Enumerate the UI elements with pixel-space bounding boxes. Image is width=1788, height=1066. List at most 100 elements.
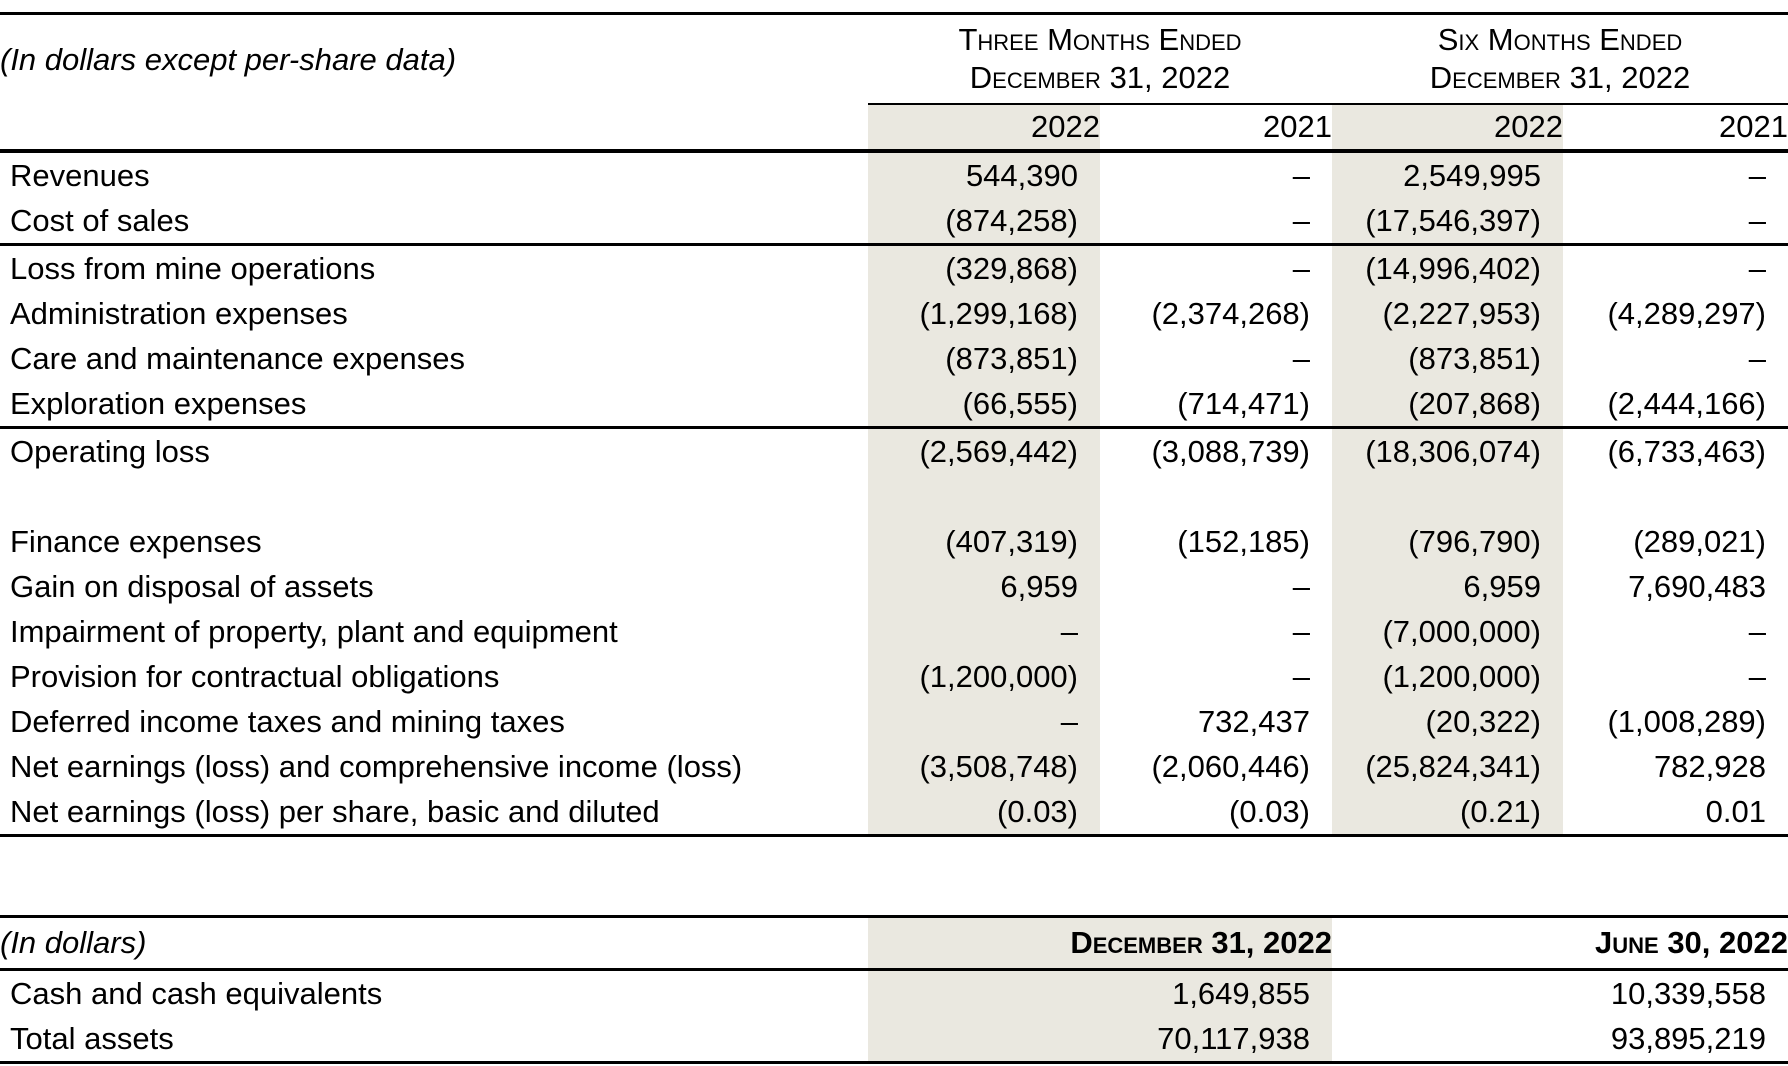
value-cell: –: [1748, 340, 1766, 376]
value-cell: (289,021): [1633, 523, 1766, 559]
value-cell: (2,227,953): [1332, 291, 1563, 336]
table-row-spacer: [0, 474, 1788, 519]
table-row-loss-from-mine-operations: Loss from mine operations (329,868) – (1…: [0, 244, 1788, 291]
row-label: Impairment of property, plant and equipm…: [10, 613, 618, 649]
value-cell: –: [1292, 340, 1310, 376]
value-cell: –: [1292, 157, 1310, 193]
row-label: Care and maintenance expenses: [10, 340, 465, 376]
value-cell: –: [1292, 613, 1310, 649]
value-cell: –: [1748, 613, 1766, 649]
table-row-administration-expenses: Administration expenses (1,299,168) (2,3…: [0, 291, 1788, 336]
table-row-total-assets: Total assets 70,117,938 93,895,219: [0, 1016, 1788, 1064]
row-label: Total assets: [0, 1016, 868, 1064]
value-cell: –: [1292, 658, 1310, 694]
value-cell: 544,390: [868, 151, 1100, 198]
value-cell: (207,868): [1332, 381, 1563, 429]
value-cell: (2,444,166): [1563, 381, 1788, 429]
table-row-eps: Net earnings (loss) per share, basic and…: [0, 789, 1788, 837]
balance-header-dec: December 31, 2022: [868, 916, 1332, 971]
value-cell: –: [1100, 198, 1332, 246]
value-cell: –: [1292, 568, 1310, 604]
value-cell: (2,060,446): [1151, 748, 1310, 784]
row-label: [0, 474, 868, 519]
table-row-net-earnings: Net earnings (loss) and comprehensive in…: [0, 744, 1788, 789]
value-cell: (873,851): [1332, 336, 1563, 381]
value-cell: –: [1563, 198, 1788, 246]
value-cell: (329,868): [868, 244, 1100, 291]
value-cell: –: [1748, 157, 1766, 193]
value-cell: (0.03): [868, 789, 1100, 837]
year-header-2022-h: 2022: [1332, 104, 1563, 153]
row-label: Net earnings (loss) per share, basic and…: [0, 789, 868, 837]
value-cell: (2,374,268): [1151, 295, 1310, 331]
value-cell: (66,555): [868, 381, 1100, 429]
table-row-revenues: Revenues 544,390 – 2,549,995 –: [0, 151, 1788, 198]
balance-unit-note: (In dollars): [0, 916, 868, 971]
table-row-cost-of-sales: Cost of sales (874,258) – (17,546,397) –: [0, 198, 1788, 246]
six-months-header: Six Months Ended December 31, 2022: [1332, 13, 1788, 105]
value-cell: (0.03): [1100, 789, 1332, 837]
table-row-exploration-expenses: Exploration expenses (66,555) (714,471) …: [0, 381, 1788, 429]
row-label: Provision for contractual obligations: [10, 658, 500, 694]
value-cell: (0.21): [1332, 789, 1563, 837]
income-unit-note: (In dollars except per-share data): [0, 41, 457, 77]
balance-header-row: (In dollars) December 31, 2022 June 30, …: [0, 916, 1788, 971]
table-row-cash: Cash and cash equivalents 1,649,855 10,3…: [0, 969, 1788, 1016]
value-cell: 93,895,219: [1332, 1016, 1788, 1064]
balance-header-jun: June 30, 2022: [1332, 916, 1788, 971]
table-row-deferred-taxes: Deferred income taxes and mining taxes –…: [0, 699, 1788, 744]
value-cell: [1332, 474, 1563, 519]
value-cell: (25,824,341): [1332, 744, 1563, 789]
table-row-gain-on-disposal: Gain on disposal of assets 6,959 – 6,959…: [0, 564, 1788, 609]
value-cell: 6,959: [868, 564, 1100, 609]
value-cell: (14,996,402): [1332, 244, 1563, 291]
value-cell: (1,299,168): [868, 291, 1100, 336]
value-cell: [1563, 474, 1788, 519]
value-cell: (18,306,074): [1332, 427, 1563, 474]
six-months-line1: Six Months Ended: [1437, 22, 1683, 57]
value-cell: (3,088,739): [1151, 433, 1310, 469]
value-cell: 7,690,483: [1628, 568, 1766, 604]
value-cell: 70,117,938: [868, 1016, 1332, 1064]
year-header-2021-h: 2021: [1563, 104, 1788, 153]
three-months-line1: Three Months Ended: [958, 22, 1242, 57]
value-cell: (714,471): [1100, 381, 1332, 429]
value-cell: –: [1292, 250, 1310, 286]
value-cell: –: [868, 699, 1100, 744]
year-header-2021-q: 2021: [1100, 104, 1332, 153]
value-cell: [1100, 474, 1332, 519]
value-cell: 782,928: [1653, 748, 1766, 784]
row-label: Gain on disposal of assets: [10, 568, 374, 604]
value-cell: (20,322): [1332, 699, 1563, 744]
value-cell: (3,508,748): [868, 744, 1100, 789]
period-header-row: (In dollars except per-share data) Three…: [0, 13, 1788, 105]
value-cell: –: [868, 609, 1100, 654]
value-cell: [868, 474, 1100, 519]
value-cell: (1,200,000): [868, 654, 1100, 699]
row-label: Operating loss: [10, 433, 210, 469]
row-label: Deferred income taxes and mining taxes: [10, 703, 565, 739]
year-header-row: 2022 2021 2022 2021: [0, 104, 1788, 153]
value-cell: (874,258): [868, 198, 1100, 246]
value-cell: 1,649,855: [868, 969, 1332, 1016]
value-cell: –: [1748, 658, 1766, 694]
value-cell: 732,437: [1197, 703, 1310, 739]
value-cell: 2,549,995: [1332, 151, 1563, 198]
table-row-impairment: Impairment of property, plant and equipm…: [0, 609, 1788, 654]
value-cell: (1,200,000): [1332, 654, 1563, 699]
year-header-2022-q: 2022: [868, 104, 1100, 153]
value-cell: (873,851): [868, 336, 1100, 381]
three-months-header: Three Months Ended December 31, 2022: [868, 13, 1332, 105]
table-row-finance-expenses: Finance expenses (407,319) (152,185) (79…: [0, 519, 1788, 564]
table-row-provision: Provision for contractual obligations (1…: [0, 654, 1788, 699]
value-cell: –: [1748, 250, 1766, 286]
value-cell: (407,319): [868, 519, 1100, 564]
value-cell: (1,008,289): [1607, 703, 1766, 739]
balance-snapshot-table: (In dollars) December 31, 2022 June 30, …: [0, 915, 1788, 1064]
row-label: Cost of sales: [0, 198, 868, 246]
row-label: Administration expenses: [10, 295, 348, 331]
table-row-operating-loss: Operating loss (2,569,442) (3,088,739) (…: [0, 427, 1788, 474]
value-cell: (4,289,297): [1607, 295, 1766, 331]
value-cell: 0.01: [1563, 789, 1788, 837]
